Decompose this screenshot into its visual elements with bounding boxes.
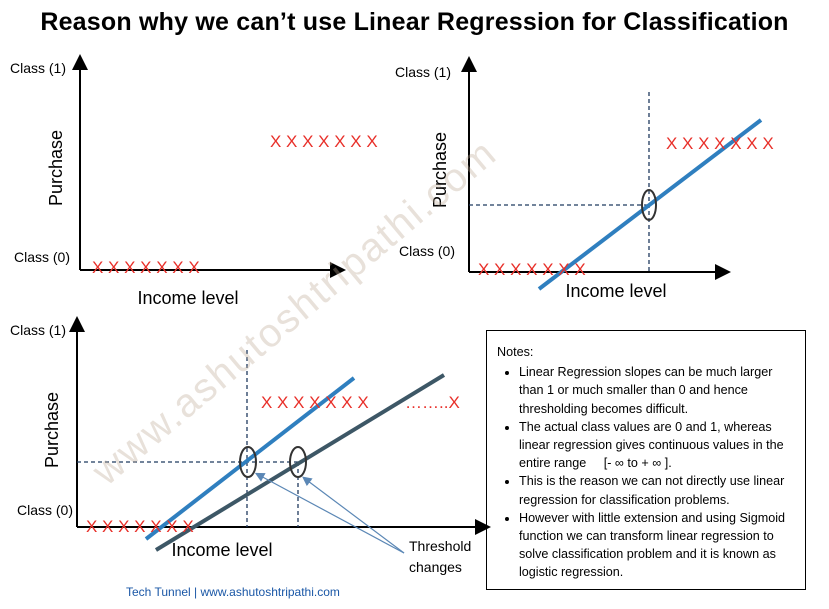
annotation-arrow-1 [254,472,405,554]
class1-marks: X X X X X X X [270,132,378,151]
notes-item: However with little extension and using … [519,509,797,582]
y-axis-label: Purchase [430,132,450,208]
page-title: Reason why we can’t use Linear Regressio… [40,8,789,36]
class1-marks: X X X X X X X [666,134,774,153]
x-axis-label: Income level [137,288,238,308]
notes-item: The actual class values are 0 and 1, whe… [519,418,797,473]
regression-line-2 [154,373,446,552]
class1-label: Class (1) [10,60,66,76]
notes-item: Linear Regression slopes can be much lar… [519,363,797,418]
panel-top-right: Class (1) Class (0) Purchase Income leve… [395,56,774,301]
footer-credit: Tech Tunnel | www.ashutoshtripathi.com [126,585,340,599]
y-axis-label: Purchase [46,130,66,206]
annotation-label-line2: changes [409,559,462,575]
notes-heading: Notes: [497,345,534,359]
class0-marks: X X X X X X X [92,258,200,277]
threshold-circle [641,189,657,221]
x-axis-label: Income level [565,281,666,301]
threshold-circle-2 [289,446,307,478]
continuation-dots: ……..X [405,393,460,412]
class0-label: Class (0) [399,243,455,259]
y-axis-label: Purchase [42,392,62,468]
regression-line [537,118,763,291]
notes-list: Linear Regression slopes can be much lar… [497,363,797,581]
class1-label: Class (1) [10,322,66,338]
x-axis-label: Income level [171,540,272,560]
panel-top-left: Class (1) Class (0) Purchase Income leve… [10,54,378,308]
threshold-circle-1 [239,446,257,478]
notes-item: This is the reason we can not directly u… [519,472,797,508]
class1-marks: X X X X X X X [261,393,369,412]
annotation-label-line1: Threshold [409,538,471,554]
panel-bottom-left: Class (1) Class (0) Purchase Income leve… [10,316,491,575]
regression-line-1 [144,376,356,541]
class0-marks: X X X X X X X [86,517,194,536]
class0-label: Class (0) [14,249,70,265]
annotation-arrow-2 [302,476,405,554]
class1-label: Class (1) [395,64,451,80]
class0-label: Class (0) [17,502,73,518]
notes-box: Notes: Linear Regression slopes can be m… [486,330,806,590]
class0-marks: X X X X X X X [478,260,586,279]
